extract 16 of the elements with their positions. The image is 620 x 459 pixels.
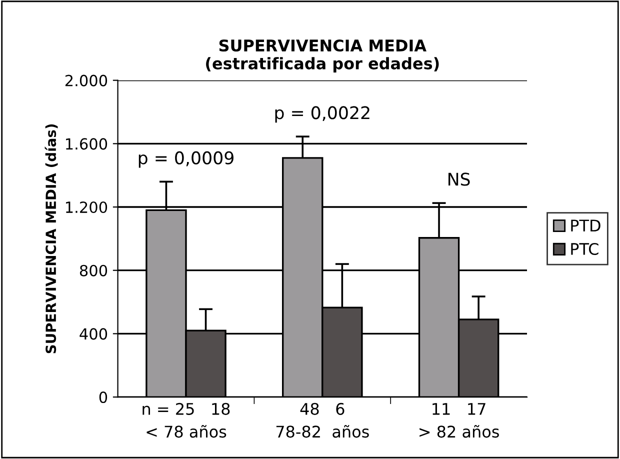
annotation: p = 0,0009 (138, 151, 234, 168)
annotation: NS (448, 172, 470, 186)
y-tick-label: 0 (99, 392, 108, 404)
y-tick-label: 800 (80, 264, 108, 276)
y-tick-label: 2.000 (65, 74, 108, 86)
y-tick-label: 1.200 (66, 201, 108, 214)
y-axis-title: SUPERVIVENCIA MEDIA (días) (44, 124, 58, 354)
y-tick-label: 1.600 (66, 138, 108, 150)
legend-label: PTD (571, 220, 600, 232)
y-tick-label: 400 (80, 328, 108, 340)
x-tick-label: 48 6 78-82 años (276, 402, 369, 438)
x-tick-label: n = 25 18 < 78 años (142, 402, 230, 438)
annotation: p = 0,0022 (275, 106, 370, 123)
legend-label: PTC (571, 242, 598, 256)
x-tick-label: 11 17 > 82 años (420, 403, 499, 438)
chart-title: SUPERVIVENCIA MEDIA (estratificada por edades) (206, 39, 439, 73)
